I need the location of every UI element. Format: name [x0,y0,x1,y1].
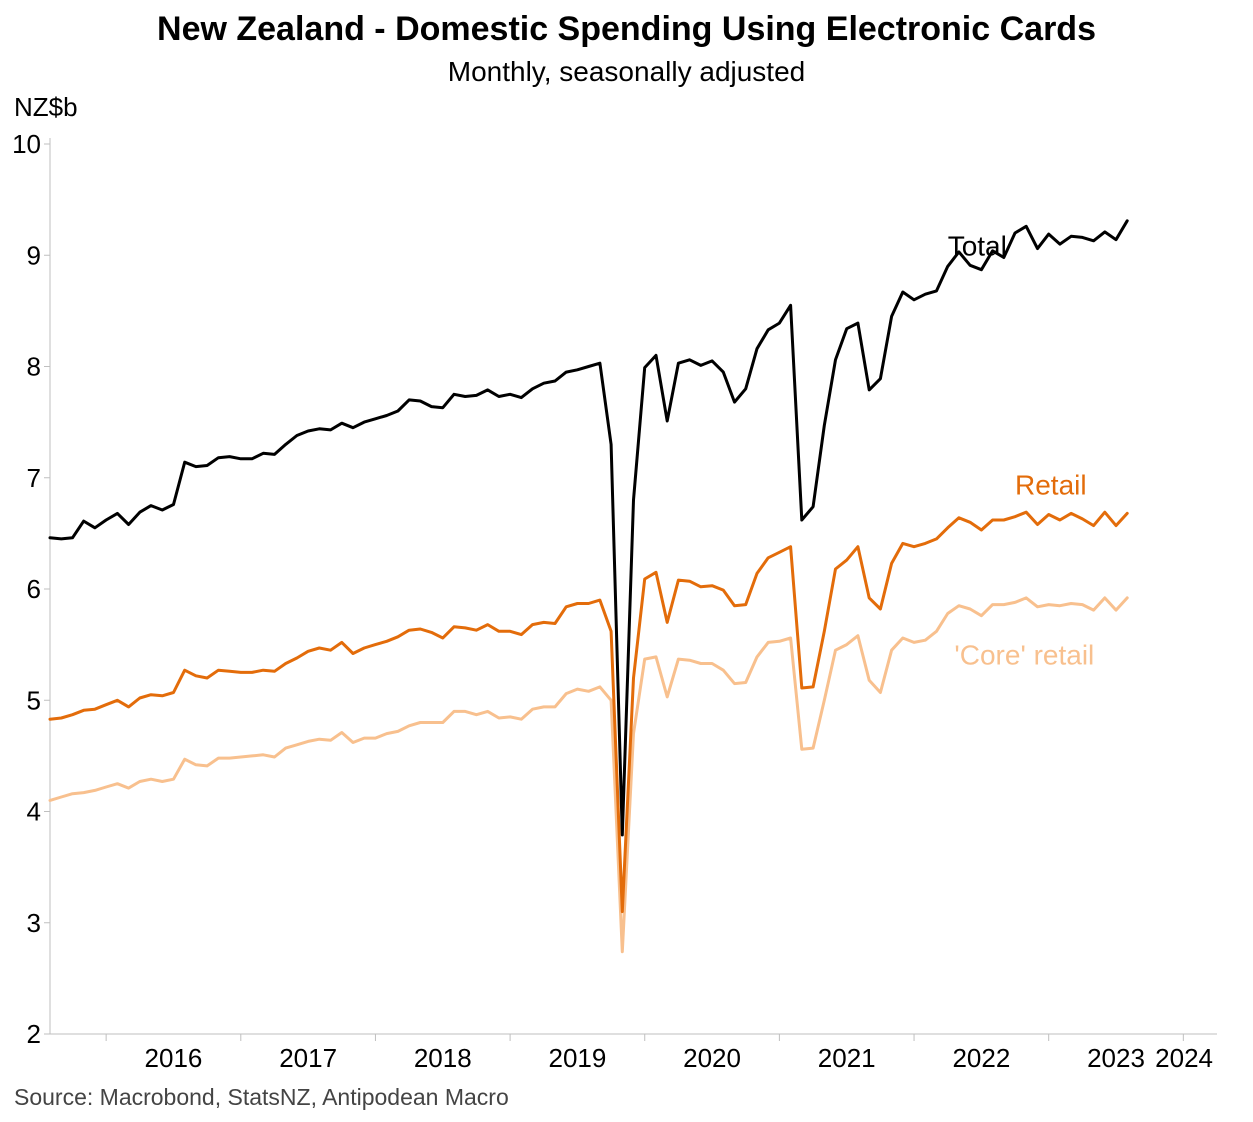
series-label-retail: Retail [1015,469,1087,500]
y-tick-label: 10 [12,129,41,159]
chart-title: New Zealand - Domestic Spending Using El… [157,10,1096,48]
axes: 2 3 4 5 6 7 8 9 10 NZ$b 2016 2017 2018 2019 2020 2021 20… [12,92,1217,1073]
source-note: Source: Macrobond, StatsNZ, Antipodean M… [14,1084,509,1110]
series-group [48,219,1129,954]
y-axis-label: NZ$b [14,92,78,122]
x-tick-label: 2021 [818,1043,876,1073]
x-tick-label: 2023 [1087,1043,1145,1073]
series-labels: Total Retail 'Core' retail [948,230,1095,670]
x-tick-label: 2022 [952,1043,1010,1073]
y-tick-label: 4 [27,797,41,827]
y-tick-label: 9 [27,240,41,270]
series-line-core-retail [48,596,1129,954]
y-tick-label: 3 [27,908,41,938]
y-tick-label: 7 [27,463,41,493]
x-tick-label: 2024 [1155,1043,1213,1073]
y-tick-label: 6 [27,574,41,604]
y-tick-label: 2 [27,1019,41,1049]
y-tick-label: 8 [27,352,41,382]
x-tick-label: 2019 [548,1043,606,1073]
y-tick-label: 5 [27,685,41,715]
series-line-total [48,219,1129,837]
series-label-total: Total [948,230,1007,261]
series-line-retail [48,510,1129,914]
x-tick-label: 2016 [145,1043,203,1073]
x-tick-label: 2020 [683,1043,741,1073]
chart-subtitle: Monthly, seasonally adjusted [447,56,806,87]
x-tick-label: 2017 [279,1043,337,1073]
x-tick-label: 2018 [414,1043,472,1073]
series-label-core-retail: 'Core' retail [954,640,1094,671]
